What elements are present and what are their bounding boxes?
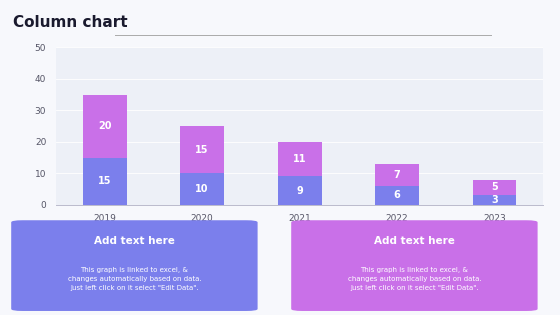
Text: This graph is linked to excel, &
changes automatically based on data.
Just left : This graph is linked to excel, & changes…: [68, 267, 201, 291]
Text: 10: 10: [195, 184, 209, 194]
Text: 11: 11: [293, 154, 306, 164]
Bar: [83, 94, 127, 158]
Text: 7: 7: [394, 170, 400, 180]
Text: This graph is linked to excel, &
changes automatically based on data.
Just left : This graph is linked to excel, & changes…: [348, 267, 481, 291]
Bar: [278, 142, 321, 176]
Text: 5: 5: [491, 182, 498, 192]
Bar: [375, 164, 419, 186]
Text: 15: 15: [98, 176, 111, 186]
Bar: [375, 186, 419, 205]
Text: 3: 3: [491, 195, 498, 205]
Text: Column chart: Column chart: [13, 15, 128, 30]
FancyBboxPatch shape: [291, 220, 538, 311]
Text: 6: 6: [394, 190, 400, 200]
Text: Add text here: Add text here: [94, 237, 175, 246]
Bar: [180, 173, 224, 205]
Bar: [83, 158, 127, 205]
Bar: [473, 180, 516, 195]
Bar: [278, 176, 321, 205]
Text: 9: 9: [296, 186, 303, 196]
Text: 20: 20: [98, 121, 111, 131]
Text: 15: 15: [195, 145, 209, 155]
Bar: [180, 126, 224, 173]
Text: Add text here: Add text here: [374, 237, 455, 246]
FancyBboxPatch shape: [11, 220, 258, 311]
Bar: [473, 195, 516, 205]
